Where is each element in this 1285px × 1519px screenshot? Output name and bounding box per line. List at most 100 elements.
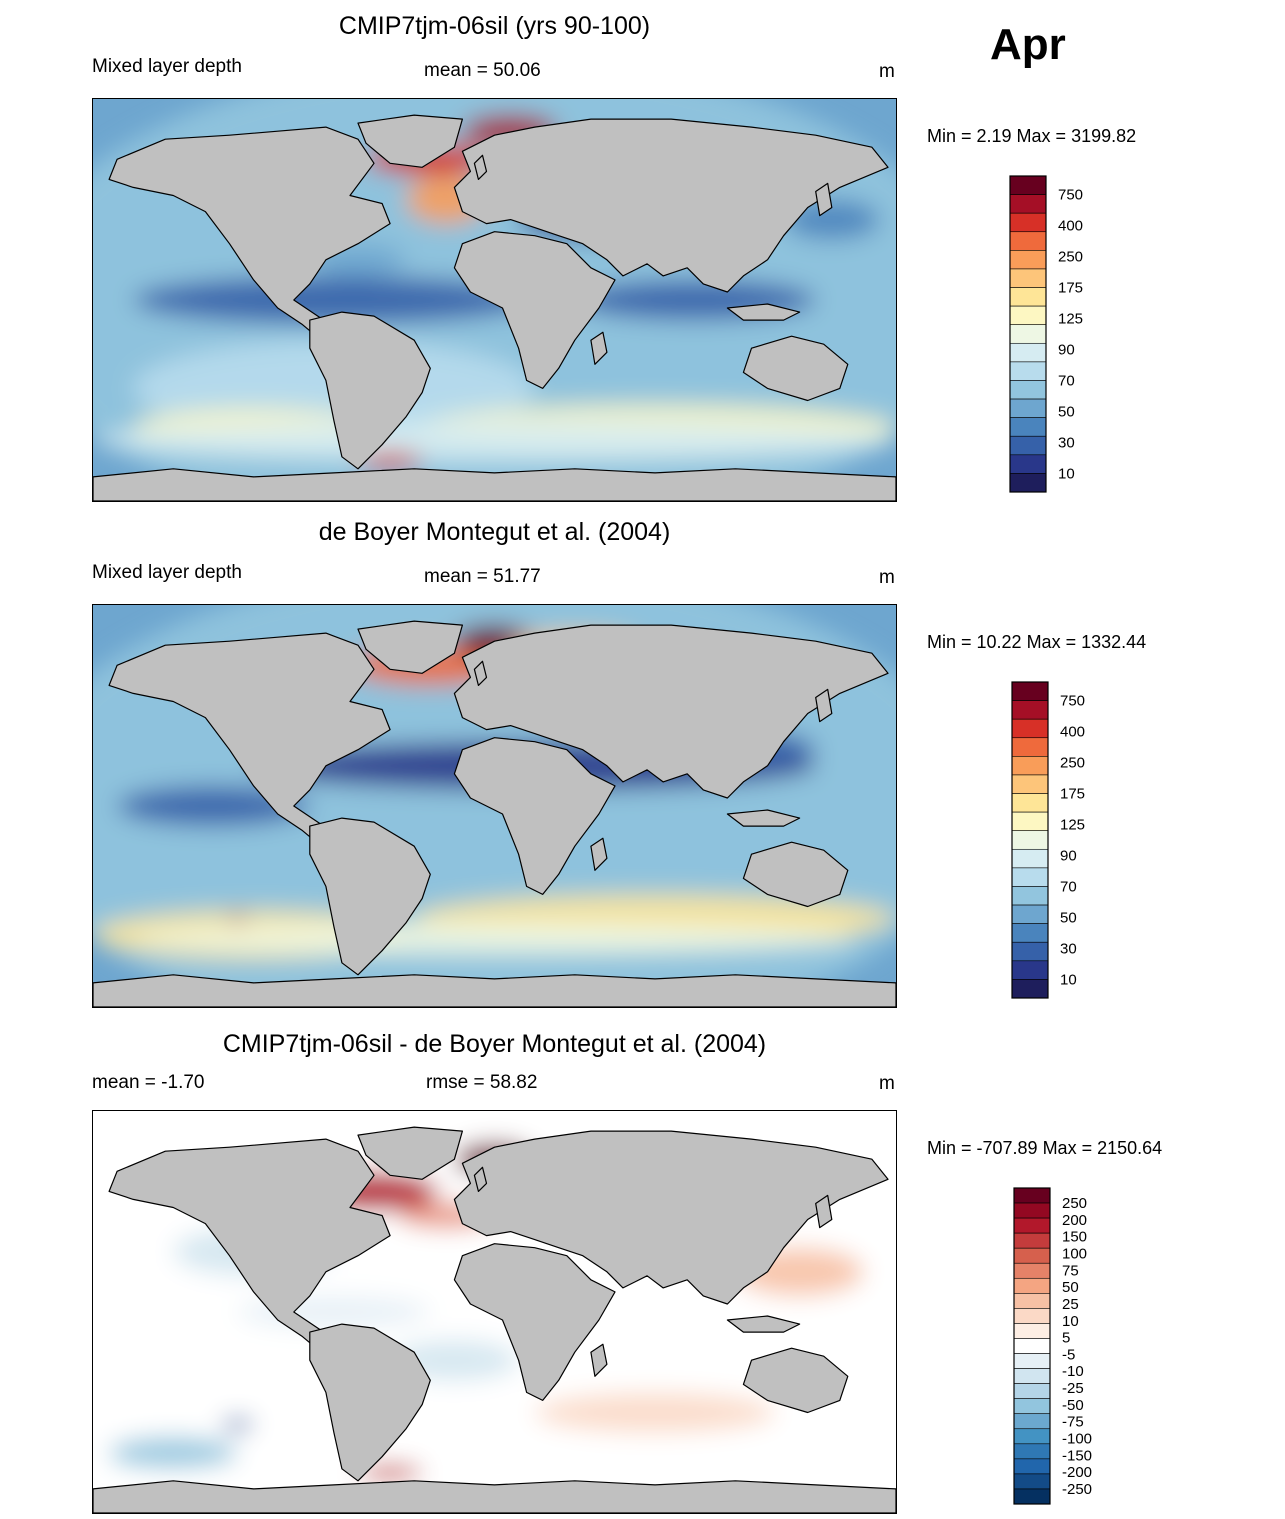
greenland-landmass: [357, 1126, 463, 1180]
colorbar-swatch: [1009, 473, 1047, 493]
colorbar-swatch: [1011, 756, 1049, 776]
colorbar-swatch: [1009, 305, 1047, 326]
colorbar-tick-label: 125: [1058, 311, 1083, 328]
colorbar-tick-label: 250: [1058, 249, 1083, 266]
panel-1-left-label: Mixed layer depth: [92, 56, 242, 77]
colorbar-swatch: [1013, 1413, 1051, 1430]
colorbar-swatch: [1013, 1232, 1051, 1249]
panel-2-title: de Boyer Montegut et al. (2004): [318, 518, 671, 546]
colorbar-swatch: [1009, 435, 1047, 456]
panel-2-map: [92, 604, 897, 1008]
ocean-field-region: [109, 1436, 238, 1469]
africa-landmass: [453, 1243, 616, 1401]
colorbar-swatch: [1011, 941, 1049, 962]
colorbar-swatch: [1013, 1293, 1051, 1309]
colorbar-tick-label: 750: [1060, 693, 1085, 710]
japan-landmass: [815, 182, 833, 217]
colorbar-swatch: [1013, 1187, 1051, 1204]
madagascar-landmass: [590, 331, 608, 365]
panel-1-title: CMIP7tjm-06sil (yrs 90-100): [338, 12, 651, 40]
colorbar-swatch: [1011, 886, 1049, 906]
colorbar-tick-label: 750: [1058, 187, 1083, 204]
colorbar-swatch: [1011, 979, 1049, 999]
colorbar-swatch: [1011, 960, 1049, 980]
indonesia-landmass: [726, 1315, 801, 1333]
colorbar-tick-label: 25: [1062, 1296, 1079, 1313]
ocean-field-region: [357, 452, 423, 469]
colorbar-swatch: [1013, 1488, 1051, 1505]
colorbar-tick-label: -25: [1062, 1380, 1084, 1397]
panel-2-colorbar: 750 400 250 175 125 90 70 50 30 10: [1011, 681, 1132, 1002]
colorbar-tick-label: 250: [1062, 1195, 1087, 1212]
colorbar-swatch: [1013, 1458, 1051, 1475]
colorbar-swatch: [1011, 830, 1049, 850]
africa-landmass: [453, 737, 616, 895]
colorbar-swatch: [1013, 1473, 1051, 1490]
panel-2-minmax: Min = 10.22 Max = 1332.44: [927, 632, 1147, 652]
ocean-field-region: [229, 914, 246, 923]
colorbar-tick-label: 50: [1060, 909, 1077, 926]
panel-2-unit: m: [879, 567, 895, 588]
greenland-landmass: [357, 620, 463, 674]
colorbar-swatch: [1009, 398, 1047, 418]
uk-landmass: [473, 1166, 488, 1193]
australia-landmass: [742, 335, 849, 402]
colorbar-swatch: [1013, 1338, 1051, 1354]
japan-landmass: [815, 1194, 833, 1229]
colorbar-swatch: [1013, 1383, 1051, 1399]
panel-1-minmax: Min = 2.19 Max = 3199.82: [927, 126, 1137, 146]
panel-3-center-label: rmse = 58.82: [426, 1072, 538, 1093]
colorbar-tick-label: 30: [1060, 940, 1077, 957]
colorbar-swatch: [1009, 417, 1047, 437]
colorbar-swatch: [1009, 342, 1047, 363]
colorbar-swatch: [1013, 1368, 1051, 1384]
colorbar-swatch: [1011, 737, 1049, 757]
colorbar-tick-label: 175: [1058, 280, 1083, 297]
colorbar-swatch: [1013, 1323, 1051, 1339]
colorbar-swatch: [1011, 848, 1049, 869]
uk-landmass: [473, 154, 488, 181]
month-label: Apr: [990, 20, 1066, 69]
ocean-field-region: [534, 1392, 776, 1433]
eurasia-landmass: [453, 1130, 889, 1305]
colorbar-swatch: [1013, 1398, 1051, 1415]
colorbar-swatch: [1009, 231, 1047, 251]
northAmerica-landmass: [108, 1138, 391, 1357]
colorbar-swatch: [1011, 774, 1049, 794]
panel-1-unit: m: [879, 61, 895, 82]
colorbar-tick-label: 75: [1062, 1262, 1079, 1279]
colorbar-swatch: [1013, 1217, 1051, 1234]
colorbar-tick-label: -10: [1062, 1363, 1084, 1380]
colorbar-swatch: [1013, 1308, 1051, 1324]
panel-3-map: [92, 1110, 897, 1514]
panel-2-center-label: mean = 51.77: [424, 566, 541, 587]
colorbar-tick-label: 90: [1060, 847, 1077, 864]
colorbar-swatch: [1009, 361, 1047, 381]
colorbar-swatch: [1009, 250, 1047, 270]
colorbar-swatch: [1013, 1247, 1051, 1264]
colorbar-tick-label: 10: [1058, 465, 1075, 482]
antarctica-landmass: [93, 1480, 896, 1513]
indonesia-landmass: [726, 809, 801, 827]
colorbar-tick-label: -5: [1062, 1346, 1075, 1363]
eurasia-landmass: [453, 624, 889, 799]
australia-landmass: [742, 1347, 849, 1414]
colorbar-swatch: [1013, 1202, 1051, 1219]
panel-3-minmax: Min = -707.89 Max = 2150.64: [927, 1138, 1163, 1158]
colorbar-swatch: [1009, 194, 1047, 214]
japan-landmass: [815, 688, 833, 723]
indonesia-landmass: [726, 303, 801, 321]
colorbar-tick-label: 30: [1058, 434, 1075, 451]
colorbar-swatch: [1011, 718, 1049, 739]
madagascar-landmass: [590, 1343, 608, 1377]
colorbar-swatch: [1013, 1428, 1051, 1445]
colorbar-swatch: [1011, 923, 1049, 943]
colorbar-tick-label: -100: [1062, 1430, 1092, 1447]
uk-landmass: [473, 660, 488, 687]
colorbar-swatch: [1009, 287, 1047, 307]
colorbar-swatch: [1009, 454, 1047, 474]
colorbar-tick-label: 10: [1060, 971, 1077, 988]
panel-1-center-label: mean = 50.06: [424, 60, 541, 81]
colorbar-swatch: [1009, 212, 1047, 233]
northAmerica-landmass: [108, 126, 391, 345]
